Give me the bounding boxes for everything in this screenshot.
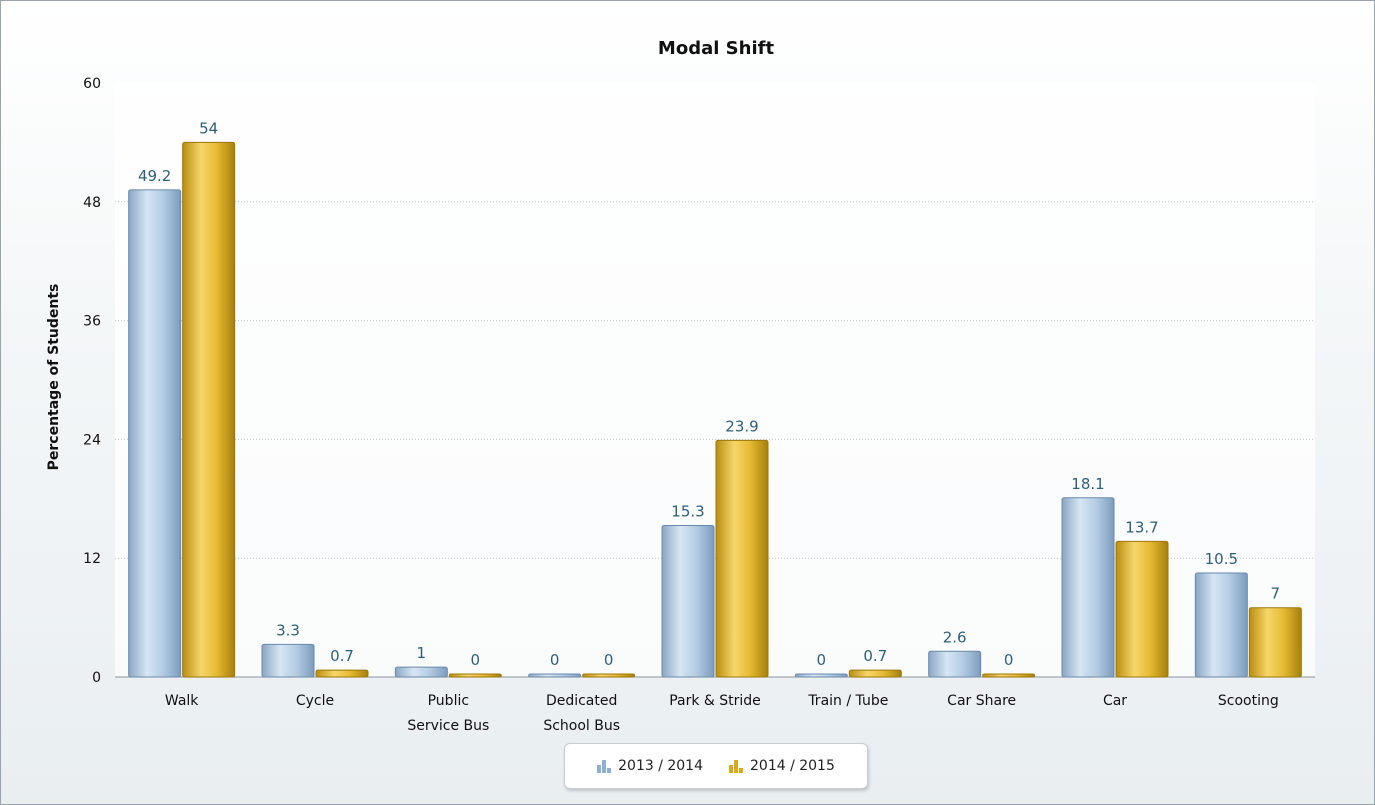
data-label: 0: [550, 651, 560, 669]
bar[interactable]: [715, 439, 769, 678]
plot-area: [115, 83, 1315, 677]
data-label: 0: [817, 651, 827, 669]
data-label: 49.2: [138, 167, 171, 185]
bar[interactable]: [661, 525, 715, 678]
x-tick-label: Car: [1103, 693, 1127, 709]
x-tick-label: Service Bus: [407, 718, 489, 734]
bar[interactable]: [1061, 497, 1115, 678]
y-tick-label: 24: [83, 432, 101, 448]
bar[interactable]: [261, 643, 315, 678]
bar[interactable]: [848, 669, 902, 678]
bar[interactable]: [928, 650, 982, 678]
bars: [128, 141, 1302, 678]
data-label: 3.3: [276, 621, 300, 639]
chart-title: Modal Shift: [658, 38, 775, 59]
x-tick-label: Scooting: [1218, 693, 1279, 709]
x-tick-label: School Bus: [543, 718, 620, 734]
bar[interactable]: [1248, 607, 1302, 678]
bar[interactable]: [315, 669, 369, 678]
x-tick-label: Car Share: [947, 693, 1016, 709]
data-label: 54: [199, 119, 218, 137]
bar-chart-icon: [597, 759, 612, 773]
y-axis-label: Percentage of Students: [46, 284, 62, 471]
y-tick-label: 0: [92, 670, 101, 686]
data-label: 0.7: [330, 647, 354, 665]
legend: 2013 / 2014 2014 / 2015: [564, 743, 868, 789]
legend-item-series-1[interactable]: 2013 / 2014: [597, 758, 703, 774]
data-label: 15.3: [671, 503, 704, 521]
bar[interactable]: [182, 141, 236, 678]
x-axis-ticks: Walk Cycle Public Service Bus Dedicated Schoo…: [165, 693, 1279, 734]
bar[interactable]: [794, 673, 848, 678]
y-axis-ticks: 0 12 24 36 48 60: [83, 76, 101, 686]
legend-label: 2014 / 2015: [750, 758, 835, 774]
bar[interactable]: [982, 673, 1036, 678]
x-tick-label: Dedicated: [546, 693, 617, 709]
data-label: 0: [1004, 651, 1014, 669]
x-tick-label: Park & Stride: [669, 693, 761, 709]
data-label: 7: [1271, 585, 1281, 603]
data-label: 0: [471, 651, 481, 669]
bar[interactable]: [1194, 572, 1248, 678]
data-label: 13.7: [1125, 518, 1158, 536]
legend-item-series-2[interactable]: 2014 / 2015: [729, 758, 835, 774]
x-tick-label: Train / Tube: [807, 693, 888, 709]
legend-label: 2013 / 2014: [618, 758, 703, 774]
data-label: 23.9: [725, 417, 758, 435]
data-label: 0: [604, 651, 614, 669]
bar[interactable]: [1115, 540, 1169, 678]
data-label: 1: [417, 644, 427, 662]
y-tick-label: 36: [83, 314, 101, 330]
x-tick-label: Walk: [165, 693, 199, 709]
bar[interactable]: [448, 673, 502, 678]
y-tick-label: 12: [83, 551, 101, 567]
data-label: 10.5: [1205, 550, 1238, 568]
bar[interactable]: [394, 666, 448, 678]
y-tick-label: 48: [83, 195, 101, 211]
data-label: 0.7: [863, 647, 887, 665]
bar[interactable]: [582, 673, 636, 678]
data-label: 18.1: [1071, 475, 1104, 493]
data-labels: 49.2 54 3.3 0.7 1 0 0 0 15.3 23.9 0 0.7 2.6 0 18.1 13.7…: [138, 119, 1280, 669]
data-label: 2.6: [943, 628, 967, 646]
bar[interactable]: [128, 189, 182, 678]
gridlines: [115, 201, 1315, 678]
bar-chart-icon: [729, 759, 743, 773]
bar[interactable]: [528, 673, 582, 678]
x-tick-label: Public: [428, 693, 469, 709]
x-tick-label: Cycle: [296, 693, 334, 709]
y-tick-label: 60: [83, 76, 101, 92]
